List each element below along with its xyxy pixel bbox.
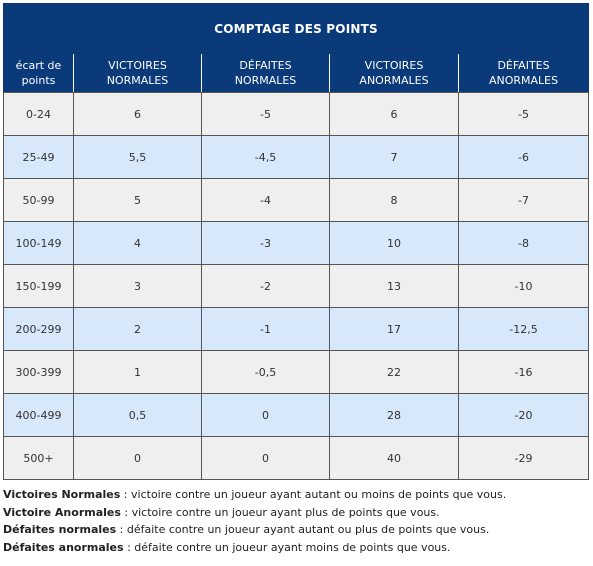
legend-separator: : bbox=[120, 505, 132, 519]
point-gap-cell: 300-399 bbox=[3, 350, 74, 394]
points-value-cell: 5,5 bbox=[73, 135, 202, 179]
points-value-cell: -5 bbox=[457, 92, 590, 136]
column-header-line: points bbox=[21, 74, 56, 87]
points-table-container: COMPTAGE DES POINTS écart de points VICTOI… bbox=[2, 3, 590, 556]
table-row: 300-399 1 -0,5 22 -16 bbox=[3, 350, 590, 394]
points-value-cell: 8 bbox=[329, 178, 459, 222]
points-value-cell: 0 bbox=[73, 436, 202, 480]
points-value-cell: 0,5 bbox=[73, 393, 202, 437]
legend: Victoires Normales : victoire contre un … bbox=[3, 486, 588, 556]
points-table: COMPTAGE DES POINTS écart de points VICTOI… bbox=[2, 3, 590, 480]
legend-separator: : bbox=[123, 540, 135, 554]
legend-definition: défaite contre un joueur ayant moins de … bbox=[134, 540, 451, 554]
points-value-cell: 17 bbox=[329, 307, 459, 351]
table-row: 200-299 2 -1 17 -12,5 bbox=[3, 307, 590, 351]
points-value-cell: 2 bbox=[73, 307, 202, 351]
points-value-cell: -0,5 bbox=[201, 350, 330, 394]
column-header-line: ANORMALES bbox=[488, 74, 559, 87]
point-gap-cell: 400-499 bbox=[3, 393, 74, 437]
table-row: 0-24 6 -5 6 -5 bbox=[3, 92, 590, 136]
column-header-line: écart de bbox=[15, 59, 62, 72]
legend-separator: : bbox=[120, 488, 132, 501]
points-value-cell: -12,5 bbox=[457, 307, 590, 351]
points-value-cell: -4,5 bbox=[201, 135, 330, 179]
table-row: 400-499 0,5 0 28 -20 bbox=[3, 393, 590, 437]
column-header-normal-losses: DÉFAITES NORMALES bbox=[201, 53, 330, 93]
point-gap-cell: 0-24 bbox=[3, 92, 74, 136]
table-title-row: COMPTAGE DES POINTS bbox=[2, 3, 590, 54]
legend-definition: victoire contre un joueur ayant plus de … bbox=[131, 505, 440, 519]
points-value-cell: 7 bbox=[329, 135, 459, 179]
points-value-cell: -6 bbox=[457, 135, 590, 179]
legend-term: Victoires Normales bbox=[3, 488, 121, 501]
point-gap-cell: 150-199 bbox=[3, 264, 74, 308]
point-gap-cell: 200-299 bbox=[3, 307, 74, 351]
table-title: COMPTAGE DES POINTS bbox=[2, 3, 590, 54]
legend-definition: victoire contre un joueur ayant autant o… bbox=[131, 488, 507, 501]
legend-item: Victoire Anormales : victoire contre un … bbox=[3, 504, 588, 522]
table-row: 150-199 3 -2 13 -10 bbox=[3, 264, 590, 308]
points-value-cell: -1 bbox=[201, 307, 330, 351]
table-body: 0-24 6 -5 6 -5 25-49 5,5 -4,5 7 -6 50-99 5 -4 8 -7 100-… bbox=[3, 92, 590, 480]
points-value-cell: -5 bbox=[201, 92, 330, 136]
points-value-cell: -16 bbox=[457, 350, 590, 394]
point-gap-cell: 100-149 bbox=[3, 221, 74, 265]
points-value-cell: 13 bbox=[329, 264, 459, 308]
table-row: 25-49 5,5 -4,5 7 -6 bbox=[3, 135, 590, 179]
column-header-line: DÉFAITES bbox=[497, 59, 550, 72]
column-header-abnormal-wins: VICTOIRES ANORMALES bbox=[329, 53, 459, 93]
legend-item: Victoires Normales : victoire contre un … bbox=[3, 486, 588, 504]
legend-separator: : bbox=[116, 523, 127, 536]
table-row: 500+ 0 0 40 -29 bbox=[3, 436, 590, 480]
column-header-line: DÉFAITES bbox=[239, 59, 292, 72]
points-value-cell: -8 bbox=[457, 221, 590, 265]
points-value-cell: -10 bbox=[457, 264, 590, 308]
points-value-cell: 3 bbox=[73, 264, 202, 308]
points-value-cell: -3 bbox=[201, 221, 330, 265]
legend-item: Défaites anormales : défaite contre un j… bbox=[3, 539, 588, 557]
column-header-line: VICTOIRES bbox=[364, 59, 424, 72]
points-value-cell: 40 bbox=[329, 436, 459, 480]
legend-term: Défaites normales bbox=[3, 523, 117, 536]
points-value-cell: -7 bbox=[457, 178, 590, 222]
table-row: 50-99 5 -4 8 -7 bbox=[3, 178, 590, 222]
table-row: 100-149 4 -3 10 -8 bbox=[3, 221, 590, 265]
column-header-point-gap: écart de points bbox=[3, 53, 74, 93]
legend-definition: défaite contre un joueur ayant autant ou… bbox=[126, 523, 490, 536]
points-value-cell: 4 bbox=[73, 221, 202, 265]
column-header-line: ANORMALES bbox=[359, 74, 429, 87]
column-header-line: NORMALES bbox=[106, 74, 169, 87]
points-value-cell: -29 bbox=[457, 436, 590, 480]
point-gap-cell: 50-99 bbox=[3, 178, 74, 222]
points-value-cell: -20 bbox=[457, 393, 590, 437]
legend-term: Victoire Anormales bbox=[3, 505, 121, 519]
points-value-cell: 10 bbox=[329, 221, 459, 265]
points-value-cell: 5 bbox=[73, 178, 202, 222]
column-header-abnormal-losses: DÉFAITES ANORMALES bbox=[457, 53, 590, 93]
legend-term: Défaites anormales bbox=[3, 540, 124, 554]
column-header-line: NORMALES bbox=[234, 74, 297, 87]
point-gap-cell: 500+ bbox=[3, 436, 74, 480]
points-value-cell: 6 bbox=[73, 92, 202, 136]
points-value-cell: 28 bbox=[329, 393, 459, 437]
points-value-cell: 0 bbox=[201, 436, 330, 480]
point-gap-cell: 25-49 bbox=[3, 135, 74, 179]
column-header-line: VICTOIRES bbox=[108, 59, 167, 72]
points-value-cell: -4 bbox=[201, 178, 330, 222]
legend-item: Défaites normales : défaite contre un jo… bbox=[3, 521, 588, 539]
column-header-row: écart de points VICTOIRES NORMALES DÉFAITES N… bbox=[3, 53, 590, 93]
points-value-cell: 0 bbox=[201, 393, 330, 437]
points-value-cell: 22 bbox=[329, 350, 459, 394]
points-value-cell: -2 bbox=[201, 264, 330, 308]
points-value-cell: 1 bbox=[73, 350, 202, 394]
column-header-normal-wins: VICTOIRES NORMALES bbox=[73, 53, 202, 93]
points-value-cell: 6 bbox=[329, 92, 459, 136]
